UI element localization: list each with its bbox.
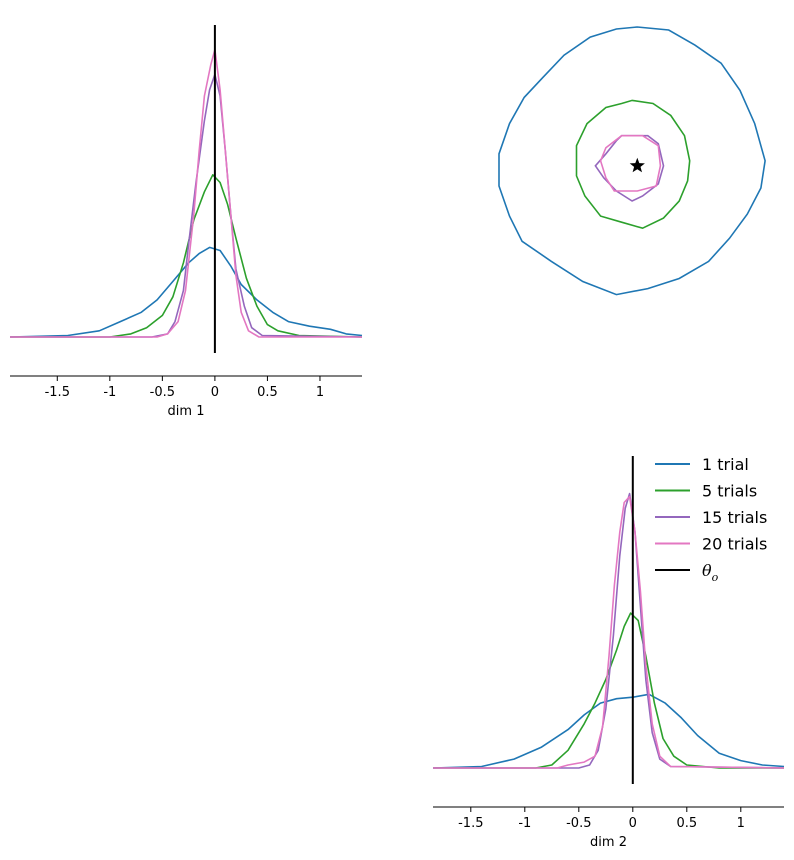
legend-label-5-trials: 5 trials: [702, 482, 757, 501]
legend-theta-subscript: o: [712, 571, 719, 584]
marginal-dim-1-panel: -1.5 -1 -0.5 0 0.5 1 dim 1: [9, 25, 363, 419]
legend-label-20-trials: 20 trials: [702, 535, 767, 554]
contour-5-trials: [575, 99, 691, 230]
curve-20-trials: [433, 495, 785, 769]
marginal-dim-2-curves: [432, 492, 785, 769]
x-tick-label: -0.5: [150, 385, 175, 400]
x-tick-label: -1: [518, 816, 531, 831]
joint-contour-panel: [498, 26, 766, 296]
x-tick-label: 0.5: [257, 385, 278, 400]
joint-contours: [498, 26, 766, 296]
x-tick-label: -1.5: [45, 385, 70, 400]
legend-label-1-trial: 1 trial: [702, 455, 749, 474]
x-axis-label-dim-2: dim 2: [590, 835, 627, 850]
curve-5-trials: [433, 612, 784, 769]
curve-20-trials: [10, 48, 362, 338]
curve-15-trials: [10, 73, 363, 338]
legend-label-theta: θo: [702, 561, 719, 584]
true-parameter-star: [629, 157, 645, 173]
legend: 1 trial 5 trials 15 trials 20 trials θo: [655, 455, 767, 584]
curve-1-trial: [432, 693, 785, 769]
x-tick-label: 0: [629, 816, 637, 831]
contour-20-trials: [599, 134, 662, 192]
x-tick-label: -1.5: [458, 816, 483, 831]
curve-5-trials: [10, 174, 363, 338]
x-ticks-dim-2: -1.5 -1 -0.5 0 0.5 1: [458, 807, 745, 831]
marginal-dim-2-panel: -1.5 -1 -0.5 0 0.5 1 dim 2: [432, 456, 785, 850]
x-tick-label: 1: [316, 385, 324, 400]
x-tick-label: 1: [737, 816, 745, 831]
marginal-dim-1-curves: [9, 48, 363, 338]
x-ticks-dim-1: -1.5 -1 -0.5 0 0.5 1: [45, 376, 324, 400]
contour-15-trials: [594, 134, 665, 202]
x-tick-label: 0: [211, 385, 219, 400]
legend-label-15-trials: 15 trials: [702, 508, 767, 527]
x-tick-label: 0.5: [676, 816, 697, 831]
x-tick-label: -1: [103, 385, 116, 400]
contour-1-trial: [498, 26, 766, 296]
legend-theta-symbol: θ: [702, 561, 712, 580]
x-tick-label: -0.5: [566, 816, 591, 831]
x-axis-label-dim-1: dim 1: [168, 404, 205, 419]
